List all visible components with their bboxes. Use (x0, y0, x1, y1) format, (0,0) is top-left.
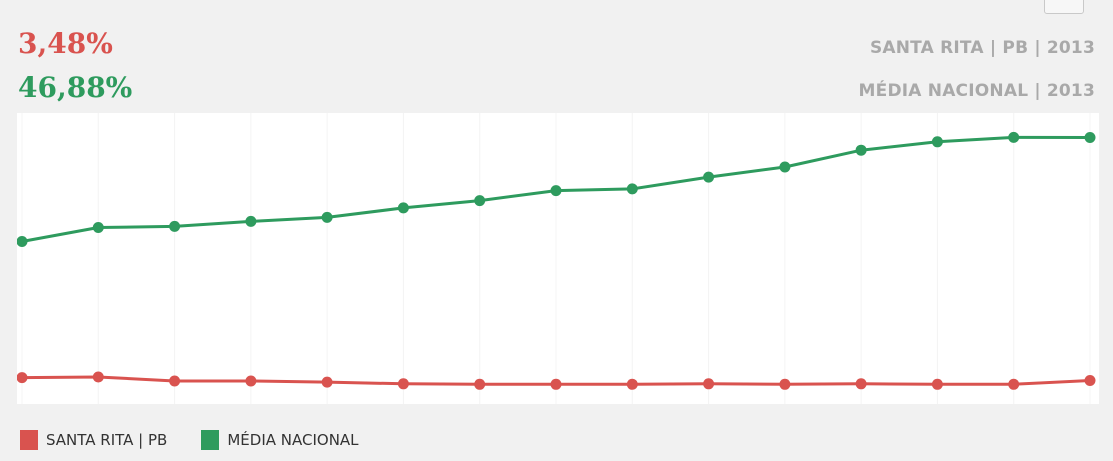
data-point-santa-rita[interactable] (474, 378, 486, 390)
options-button[interactable] (1044, 0, 1084, 14)
data-point-media-nacional[interactable] (321, 211, 333, 223)
legend-swatch-santa-rita (20, 430, 38, 450)
legend-swatch-media-nacional (201, 430, 220, 450)
santa-rita-value: 3,48% (18, 27, 113, 60)
data-point-santa-rita[interactable] (17, 372, 28, 384)
line-chart (17, 113, 1096, 404)
data-point-media-nacional[interactable] (779, 161, 791, 173)
data-point-media-nacional[interactable] (92, 222, 104, 233)
data-point-media-nacional[interactable] (169, 220, 181, 232)
data-point-santa-rita[interactable] (931, 378, 943, 390)
data-point-santa-rita[interactable] (397, 378, 409, 390)
media-nacional-caption: MÉDIA NACIONAL | 2013 (858, 81, 1095, 101)
data-point-media-nacional[interactable] (245, 215, 257, 227)
data-point-media-nacional[interactable] (855, 144, 867, 156)
chart-legend: SANTA RITA | PB MÉDIA NACIONAL (20, 428, 393, 452)
data-point-santa-rita[interactable] (169, 375, 181, 387)
data-point-santa-rita[interactable] (626, 378, 638, 390)
data-point-santa-rita[interactable] (1008, 378, 1020, 390)
data-point-santa-rita[interactable] (1084, 375, 1096, 386)
data-point-santa-rita[interactable] (92, 371, 104, 383)
data-point-media-nacional[interactable] (931, 136, 943, 148)
data-point-media-nacional[interactable] (626, 183, 638, 195)
data-point-santa-rita[interactable] (703, 378, 715, 390)
data-point-santa-rita[interactable] (855, 378, 867, 390)
media-nacional-value: 46,88% (18, 71, 133, 104)
data-point-santa-rita[interactable] (550, 378, 562, 390)
data-point-media-nacional[interactable] (474, 195, 486, 207)
data-point-media-nacional[interactable] (1008, 131, 1020, 143)
plot-area (17, 113, 1099, 404)
data-point-media-nacional[interactable] (1084, 132, 1096, 143)
legend-label-santa-rita: SANTA RITA | PB (46, 431, 168, 449)
legend-item-santa-rita[interactable]: SANTA RITA | PB (20, 430, 167, 450)
data-point-media-nacional[interactable] (17, 236, 28, 247)
data-point-media-nacional[interactable] (703, 171, 715, 183)
legend-label-media-nacional: MÉDIA NACIONAL (227, 431, 359, 449)
data-point-santa-rita[interactable] (245, 375, 257, 387)
santa-rita-caption: SANTA RITA | PB | 2013 (869, 38, 1095, 58)
data-point-santa-rita[interactable] (321, 376, 333, 388)
data-point-media-nacional[interactable] (550, 185, 562, 197)
data-point-santa-rita[interactable] (779, 378, 791, 390)
legend-item-media-nacional[interactable]: MÉDIA NACIONAL (201, 430, 359, 450)
data-point-media-nacional[interactable] (397, 202, 409, 214)
